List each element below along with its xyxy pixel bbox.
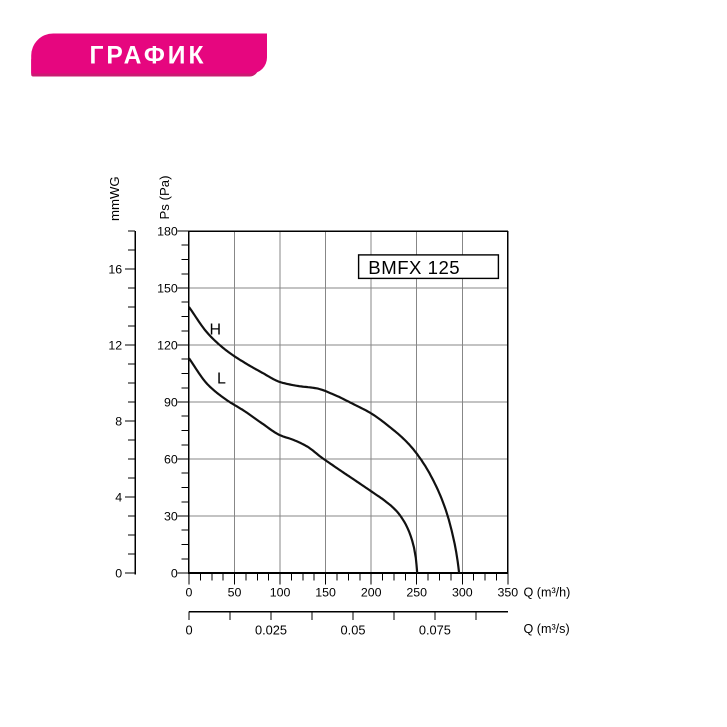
- svg-text:0: 0: [186, 586, 193, 600]
- svg-text:30: 30: [164, 510, 178, 524]
- svg-text:150: 150: [157, 282, 178, 296]
- svg-text:180: 180: [157, 225, 178, 239]
- svg-text:Q (m³/s): Q (m³/s): [524, 622, 570, 636]
- svg-text:0.075: 0.075: [419, 623, 451, 638]
- svg-text:350: 350: [497, 586, 518, 600]
- svg-text:200: 200: [361, 586, 382, 600]
- svg-text:16: 16: [108, 263, 122, 277]
- svg-text:60: 60: [164, 453, 178, 467]
- svg-text:0.025: 0.025: [255, 623, 287, 638]
- svg-text:Q (m³/h): Q (m³/h): [524, 586, 571, 600]
- svg-text:300: 300: [452, 586, 473, 600]
- svg-text:H: H: [210, 322, 222, 339]
- svg-text:120: 120: [157, 339, 178, 353]
- svg-text:mmWG: mmWG: [107, 176, 122, 221]
- svg-text:250: 250: [406, 586, 427, 600]
- svg-text:0.05: 0.05: [341, 623, 366, 638]
- svg-text:0: 0: [185, 623, 192, 638]
- svg-text:0: 0: [171, 567, 178, 581]
- svg-text:150: 150: [315, 586, 336, 600]
- svg-text:50: 50: [228, 586, 242, 600]
- svg-text:ГРАФИК: ГРАФИК: [89, 42, 206, 69]
- svg-text:90: 90: [164, 396, 178, 410]
- svg-text:BMFX 125: BMFX 125: [368, 257, 460, 278]
- svg-text:4: 4: [115, 491, 122, 505]
- svg-text:8: 8: [115, 415, 122, 429]
- svg-text:100: 100: [270, 586, 291, 600]
- svg-text:12: 12: [108, 339, 122, 353]
- svg-text:L: L: [217, 370, 226, 387]
- svg-text:Ps (Pa): Ps (Pa): [157, 176, 172, 220]
- svg-text:0: 0: [115, 567, 122, 581]
